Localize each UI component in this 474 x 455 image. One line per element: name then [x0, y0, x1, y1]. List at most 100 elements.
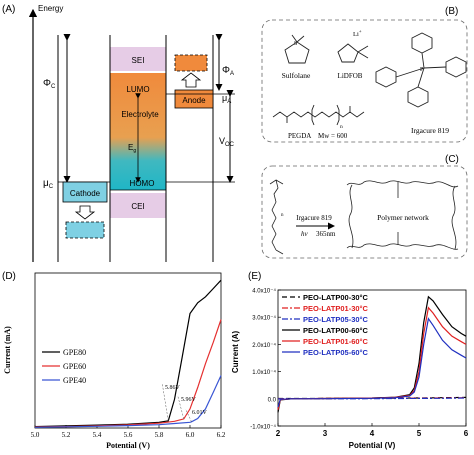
chart-e-legend-label: PEO-LATP05-30°C: [303, 315, 369, 324]
chart-e-legend-label: PEO-LATP01-60°C: [303, 337, 369, 346]
panel-e-label: (E): [248, 271, 261, 282]
annotation-601v: 6.01V: [192, 410, 208, 416]
legend-label-gpe80: GPE80: [63, 348, 86, 357]
chart-e-ytick-label: 0.0: [268, 397, 277, 403]
chart-e-series-peo-latp05-60-c: [277, 317, 467, 408]
panel-b: (B) S Sulfolane Li+ LiDFOB P Irgacure 81…: [261, 6, 468, 143]
phi-a-label: ΦA: [222, 65, 234, 77]
chart-e-ytick-label: -1.0x10⁻⁴: [250, 424, 276, 431]
reaction-irgacure: Irgacure 819: [296, 214, 332, 222]
legend-label-gpe40: GPE40: [63, 376, 86, 385]
chart-e-legend-label: PEO-LATP00-30°C: [303, 293, 369, 302]
monomer-n: n: [281, 213, 284, 218]
irgacure-label: Irgacure 819: [411, 126, 449, 135]
panel-c-label: (C): [445, 154, 459, 165]
chart-d-xtick-label: 5.8: [155, 431, 164, 439]
panel-c: (C) n Irgacure 819 hv 365nm Polymer netw…: [261, 154, 468, 259]
chart-e-xtick-label: 5: [417, 429, 422, 438]
chart-e-legend-label: PEO-LATP00-60°C: [303, 326, 369, 335]
sulfolane-s-atom: S: [294, 41, 297, 47]
energy-label: Energy: [38, 4, 63, 13]
cathode-box: [62, 181, 108, 203]
reaction-hv: hv: [301, 230, 309, 238]
cei-label: CEI: [131, 202, 144, 211]
chart-d-annotation-leader: [177, 395, 185, 420]
chart-e-ylabel: Current (A): [231, 331, 240, 374]
panel-b-frame: [261, 19, 468, 143]
sei-label: SEI: [132, 56, 145, 65]
chart-e-xtick-label: 3: [323, 429, 328, 438]
annotation-596v: 5.96V: [181, 397, 197, 403]
chart-e-ytick-label: 2.0x10⁻⁴: [252, 342, 276, 349]
anode-shifted-box: [174, 54, 208, 72]
eg-label: Eg: [128, 143, 136, 154]
mu-c-label: μC: [43, 178, 54, 190]
voc-label: VOC: [219, 136, 235, 148]
chart-d-annotation-leader: [185, 408, 192, 422]
panel-d: (D) 5.0 5.2 5.4 5.6 5.8 6.0 6.2 GPE80 GPE60 GP…: [2, 271, 226, 450]
chart-e-legend-label: PEO-LATP05-60°C: [303, 348, 369, 357]
chart-d-series: [34, 279, 222, 428]
chart-d-xtick-label: 5.0: [31, 431, 40, 439]
chart-e-xlabel: Potential (V): [349, 441, 396, 450]
cathode-label: Cathode: [70, 189, 101, 198]
lumo-label: LUMO: [126, 85, 149, 94]
panel-e: (E) 2 3 4 5 6 -1.0x10⁻⁴ 0.0 1.0x10⁻⁴ 2.0x10⁻⁴ 3.0…: [231, 271, 469, 450]
pegda-repeat-n: n: [340, 124, 343, 130]
legend-label-gpe60: GPE60: [63, 362, 86, 371]
sei-layer: [110, 47, 166, 71]
chart-e-series-peo-latp05-30-c: [277, 397, 467, 400]
lidfob-li: Li+: [353, 30, 362, 38]
polymer-network-structure: [346, 180, 459, 250]
annotation-586v: 5.86V: [165, 385, 181, 391]
chart-e-ytick-label: 1.0x10⁻⁴: [252, 369, 276, 376]
chart-e-xtick-label: 2: [276, 429, 281, 438]
monomer-structure: [269, 179, 284, 255]
chart-e-ticks: 2 3 4 5 6 -1.0x10⁻⁴ 0.0 1.0x10⁻⁴ 2.0x10⁻⁴ 3.0x10⁻…: [250, 288, 469, 439]
sulfolane-label: Sulfolane: [282, 71, 311, 80]
chart-d-legend: GPE80 GPE60 GPE40: [42, 348, 86, 385]
cathode-shifted-box: [65, 221, 105, 239]
chart-d-xtick-label: 6.0: [186, 431, 195, 439]
cathode-down-arrow: [74, 205, 96, 220]
pegda-label: PEGDA: [288, 132, 311, 140]
irgacure-p-atom: P: [420, 67, 424, 73]
pegda-structure: [272, 104, 365, 126]
electrolyte-label: Electrolyte: [121, 110, 159, 119]
phi-c-label: ΦC: [43, 78, 56, 90]
chart-e-legend-label: PEO-LATP01-30°C: [303, 304, 369, 313]
anode-up-arrow: [180, 72, 202, 88]
anode-label: Anode: [182, 96, 206, 105]
lidfob-structure: [337, 43, 369, 63]
chart-d-xtick-label: 5.6: [124, 431, 133, 439]
chart-e-xtick-label: 4: [370, 429, 375, 438]
chart-d-annotation-leader: [162, 383, 169, 421]
polymer-network-label: Polymer network: [377, 213, 429, 222]
panel-a: (A) Energy ΦC μC SEI LUMO Electrolyte Eg…: [2, 4, 235, 262]
chart-e-legend: PEO-LATP00-30°C PEO-LATP01-30°C PEO-LATP05…: [282, 293, 369, 357]
irgacure-structure: [375, 32, 467, 108]
chart-e-ytick-label: 4.0x10⁻⁴: [252, 288, 276, 295]
chart-d-series-gpe40: [34, 375, 222, 428]
chart-d-xtick-label: 5.4: [93, 431, 102, 439]
cei-layer: [110, 193, 166, 218]
panel-a-label: (A): [2, 4, 15, 15]
panel-c-frame: [261, 165, 468, 259]
chart-e-ytick-label: 3.0x10⁻⁴: [252, 315, 276, 322]
sulfolane-structure: [284, 34, 310, 64]
chart-e-xtick-label: 6: [464, 429, 469, 438]
panel-d-label: (D): [2, 271, 16, 282]
chart-d-ylabel: Current (mA): [3, 326, 12, 374]
chart-d-xtick-label: 5.2: [62, 431, 71, 439]
lidfob-label: LiDFOB: [338, 72, 363, 80]
homo-label: HOMO: [130, 179, 155, 188]
pegda-mw: Mw = 600: [318, 132, 348, 140]
chart-e-series: [277, 295, 467, 413]
reaction-wavelength: 365nm: [316, 230, 336, 238]
anode-box: [174, 89, 214, 109]
panel-b-label: (B): [445, 6, 458, 17]
chart-d-xlabel: Potential (V): [106, 441, 150, 450]
chart-d-xtick-label: 6.2: [217, 431, 226, 439]
chart-d-series-gpe80: [34, 279, 222, 428]
